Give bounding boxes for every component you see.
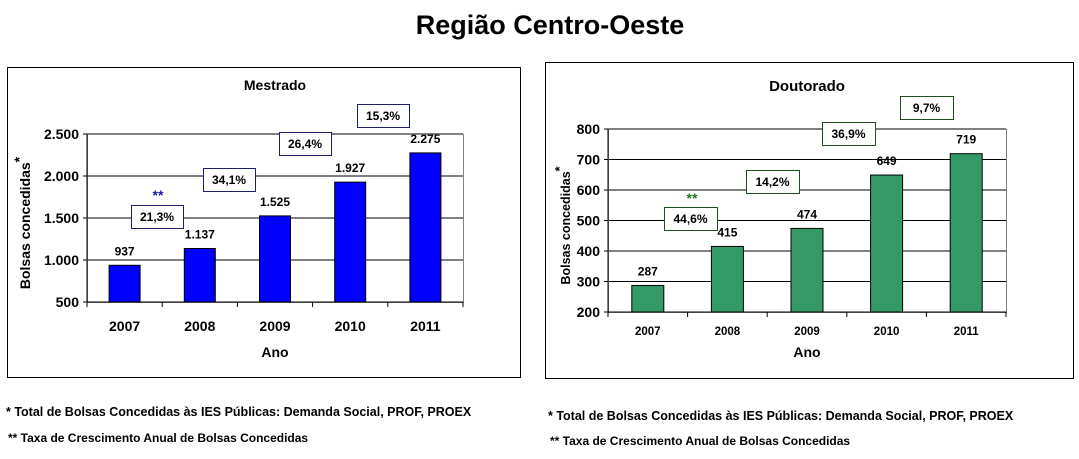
- chart-doutorado-bar-2009: [790, 227, 824, 313]
- chart-doutorado-growth-marker: **: [687, 190, 698, 206]
- chart-doutorado-bar-2007: [631, 284, 665, 313]
- chart-doutorado-title: Doutorado: [769, 78, 845, 95]
- chart-doutorado-growth-label: 44,6%: [673, 212, 707, 226]
- chart-mestrado-growth-box: [279, 132, 332, 156]
- chart-doutorado-ylabel-marker: *: [553, 166, 567, 171]
- chart-mestrado-value-label: 1.137: [185, 227, 215, 241]
- chart-doutorado-ytick-label: 700: [577, 152, 601, 168]
- chart-mestrado-growth-marker: **: [153, 187, 164, 203]
- chart-mestrado-growth-box: [131, 205, 184, 229]
- footnote-left-1: * Total de Bolsas Concedidas às IES Públ…: [6, 405, 472, 419]
- chart-doutorado-xtick-label: 2010: [874, 326, 900, 338]
- chart-doutorado-xtick-label: 2008: [715, 326, 741, 338]
- chart-mestrado-ylabel-marker: *: [11, 156, 27, 162]
- chart-mestrado-xtick-label: 2010: [335, 318, 366, 334]
- chart-doutorado-growth-box: [746, 170, 800, 194]
- chart-doutorado-growth-label: 14,2%: [755, 175, 789, 189]
- chart-doutorado-growth-label: 9,7%: [913, 101, 941, 115]
- chart-doutorado-ytick-label: 400: [577, 243, 601, 259]
- chart-doutorado-xlabel: Ano: [793, 344, 820, 360]
- chart-doutorado-growth-box: [664, 207, 718, 231]
- chart-doutorado-value-label: 474: [797, 207, 817, 221]
- footnote-right-2: ** Taxa de Crescimento Anual de Bolsas C…: [550, 434, 851, 448]
- chart-mestrado-value-label: 1.525: [260, 195, 290, 209]
- chart-mestrado-ylabel: Bolsas concedidas*: [11, 156, 33, 289]
- chart-mestrado-title: Mestrado: [244, 77, 306, 93]
- chart-mestrado-xtick-label: 2008: [184, 318, 215, 334]
- chart-mestrado-growth-label: 21,3%: [140, 210, 174, 224]
- chart-mestrado-value-label: 937: [115, 244, 135, 258]
- chart-mestrado-growth-label: 15,3%: [366, 109, 400, 123]
- chart-mestrado-ytick-label: 1.000: [44, 252, 79, 268]
- chart-mestrado-ytick-label: 2.500: [44, 126, 79, 142]
- chart-mestrado-value-label: 2.275: [410, 132, 440, 146]
- chart-mestrado-xlabel: Ano: [261, 344, 288, 360]
- chart-mestrado-growth-label: 26,4%: [288, 137, 322, 151]
- chart-mestrado-bar-2011: [409, 152, 442, 303]
- chart-doutorado-value-label: 649: [877, 154, 897, 168]
- chart-mestrado-ytick-label: 1.500: [44, 210, 79, 226]
- chart-doutorado-ytick-label: 800: [577, 121, 601, 137]
- chart-doutorado-ytick-label: 500: [577, 213, 601, 229]
- chart-mestrado-bar-2008: [183, 247, 216, 303]
- chart-mestrado-growth-box: [203, 168, 256, 192]
- footnote-left-2: ** Taxa de Crescimento Anual de Bolsas C…: [8, 431, 309, 445]
- chart-mestrado-bar-2009: [259, 215, 291, 303]
- chart-mestrado-value-label: 1.927: [335, 161, 365, 175]
- chart-doutorado-value-label: 287: [638, 264, 658, 278]
- chart-mestrado-xtick-label: 2007: [109, 318, 140, 334]
- page-title: Região Centro-Oeste: [415, 10, 685, 40]
- chart-doutorado-growth-box: [900, 96, 954, 120]
- chart-doutorado-growth-label: 36,9%: [831, 127, 865, 141]
- chart-doutorado-bar-2011: [949, 153, 983, 313]
- chart-mestrado-xtick-label: 2009: [259, 318, 290, 334]
- chart-mestrado-bar-2007: [108, 264, 141, 303]
- chart-doutorado-bar-2010: [870, 174, 904, 313]
- chart-mestrado-ytick-label: 2.000: [44, 168, 79, 184]
- chart-doutorado-xtick-label: 2011: [954, 326, 980, 338]
- chart-doutorado-xtick-label: 2007: [635, 326, 661, 338]
- chart-mestrado-bar-2010: [334, 181, 367, 303]
- chart-doutorado-ytick-label: 200: [577, 304, 601, 320]
- chart-doutorado-value-label: 415: [717, 225, 737, 239]
- chart-doutorado-growth-box: [822, 122, 876, 146]
- chart-doutorado-xtick-label: 2009: [794, 326, 820, 338]
- footnote-right-1: * Total de Bolsas Concedidas às IES Públ…: [548, 409, 1014, 423]
- chart-mestrado-ytick-label: 500: [56, 294, 80, 310]
- chart-doutorado-ytick-label: 600: [577, 182, 601, 198]
- chart-doutorado-value-label: 719: [956, 133, 976, 147]
- chart-mestrado-growth-label: 34,1%: [212, 173, 246, 187]
- chart-doutorado-ytick-label: 300: [577, 274, 601, 290]
- chart-mestrado-growth-box: [357, 104, 410, 128]
- chart-doutorado-bar-2008: [710, 245, 744, 313]
- chart-mestrado-xtick-label: 2011: [410, 318, 441, 334]
